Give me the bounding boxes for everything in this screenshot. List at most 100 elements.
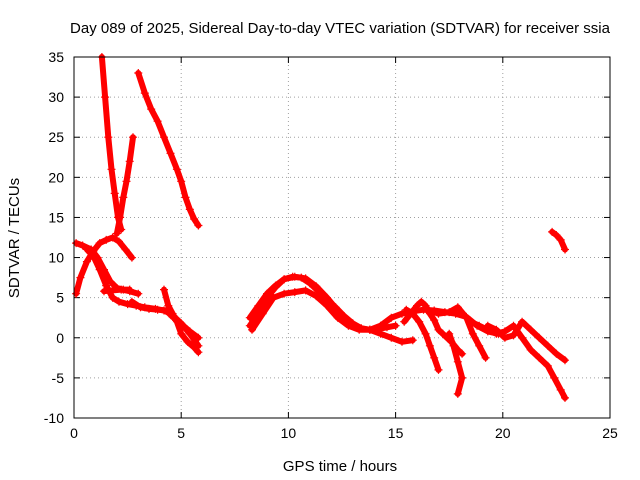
y-tick-label: 25 xyxy=(48,129,64,145)
data-point xyxy=(312,282,321,291)
data-point xyxy=(475,321,484,330)
data-point xyxy=(117,285,126,294)
x-tick-label: 10 xyxy=(281,425,297,441)
data-point xyxy=(134,69,143,77)
data-point xyxy=(500,333,509,342)
data-point xyxy=(518,317,527,326)
data-point xyxy=(172,165,181,174)
series-trace xyxy=(73,234,135,297)
series-trace xyxy=(98,54,125,233)
data-point xyxy=(258,309,267,318)
data-point xyxy=(518,333,527,342)
data-point xyxy=(95,239,104,248)
y-axis-label: SDTVAR / TECUs xyxy=(6,178,23,298)
data-point xyxy=(108,286,117,295)
series-arc-s xyxy=(548,227,569,254)
data-point xyxy=(101,93,110,102)
data-point xyxy=(526,345,535,354)
x-tick-label: 0 xyxy=(70,425,78,441)
data-point xyxy=(72,289,81,298)
data-point xyxy=(153,117,162,126)
data-point xyxy=(153,305,162,314)
data-point xyxy=(387,333,396,342)
grid xyxy=(74,57,610,418)
data-point xyxy=(301,286,310,295)
data-point xyxy=(190,343,199,352)
series-trace xyxy=(113,134,136,237)
data-point xyxy=(556,235,565,244)
x-tick-label: 20 xyxy=(495,425,511,441)
data-point xyxy=(177,329,186,338)
data-point xyxy=(168,309,177,318)
data-point xyxy=(104,133,113,142)
data-point xyxy=(129,133,137,142)
data-point xyxy=(413,301,421,310)
data-point xyxy=(453,357,462,366)
data-point xyxy=(434,365,443,374)
data-point xyxy=(116,213,125,222)
data-point xyxy=(445,329,454,338)
y-tick-label: 15 xyxy=(48,209,64,225)
data-point xyxy=(398,309,406,318)
data-point xyxy=(245,313,254,322)
data-point xyxy=(453,303,462,312)
data-point xyxy=(280,289,289,298)
data-point xyxy=(543,361,552,370)
y-tick-label: -10 xyxy=(44,410,64,426)
data-point xyxy=(434,309,443,318)
data-point xyxy=(301,274,310,283)
data-point xyxy=(423,305,432,314)
data-point xyxy=(122,177,131,186)
series-trace xyxy=(549,228,568,253)
data-point xyxy=(434,325,443,334)
data-point xyxy=(102,235,111,244)
data-point xyxy=(140,89,149,98)
chart-title: Day 089 of 2025, Sidereal Day-to-day VTE… xyxy=(70,20,611,37)
data-point xyxy=(160,285,168,294)
series-arc-e xyxy=(112,133,137,238)
data-point xyxy=(72,239,81,248)
series-arc-l xyxy=(248,286,417,346)
data-point xyxy=(89,252,98,260)
data-point xyxy=(164,301,173,310)
series-arc-f xyxy=(100,285,143,298)
series-arc-p xyxy=(445,329,467,398)
data-point xyxy=(290,272,299,281)
data-point xyxy=(78,241,87,250)
data-point xyxy=(100,287,108,296)
data-point xyxy=(466,317,475,326)
series-arc-b xyxy=(72,233,136,298)
data-point xyxy=(543,341,552,350)
data-point xyxy=(312,292,321,301)
series-arc-h xyxy=(134,69,203,230)
data-point xyxy=(160,133,168,142)
data-point xyxy=(185,205,194,214)
data-point xyxy=(145,304,153,313)
data-point xyxy=(402,305,411,314)
data-point xyxy=(550,373,559,382)
data-point xyxy=(95,265,104,274)
data-point xyxy=(172,317,181,326)
data-point xyxy=(181,193,190,202)
data-point xyxy=(166,149,175,158)
data-point xyxy=(481,353,490,362)
data-point xyxy=(462,313,471,322)
data-point xyxy=(535,353,544,362)
data-point xyxy=(400,317,409,326)
data-point xyxy=(445,308,454,317)
data-point xyxy=(190,215,199,223)
data-point xyxy=(323,301,331,310)
data-point xyxy=(475,341,484,350)
data-point xyxy=(254,301,263,310)
y-tick-labels: -10 -5 0 5 10 15 20 25 30 35 xyxy=(44,49,64,426)
data-point xyxy=(398,337,406,346)
data-point xyxy=(121,245,130,254)
data-point xyxy=(376,329,385,338)
plot-frame xyxy=(73,56,611,419)
series-arc-r xyxy=(483,317,569,365)
data-point xyxy=(115,297,123,306)
series-layer xyxy=(72,53,569,402)
data-point xyxy=(136,303,145,312)
x-tick-labels: 0 5 10 15 20 25 xyxy=(70,425,618,441)
